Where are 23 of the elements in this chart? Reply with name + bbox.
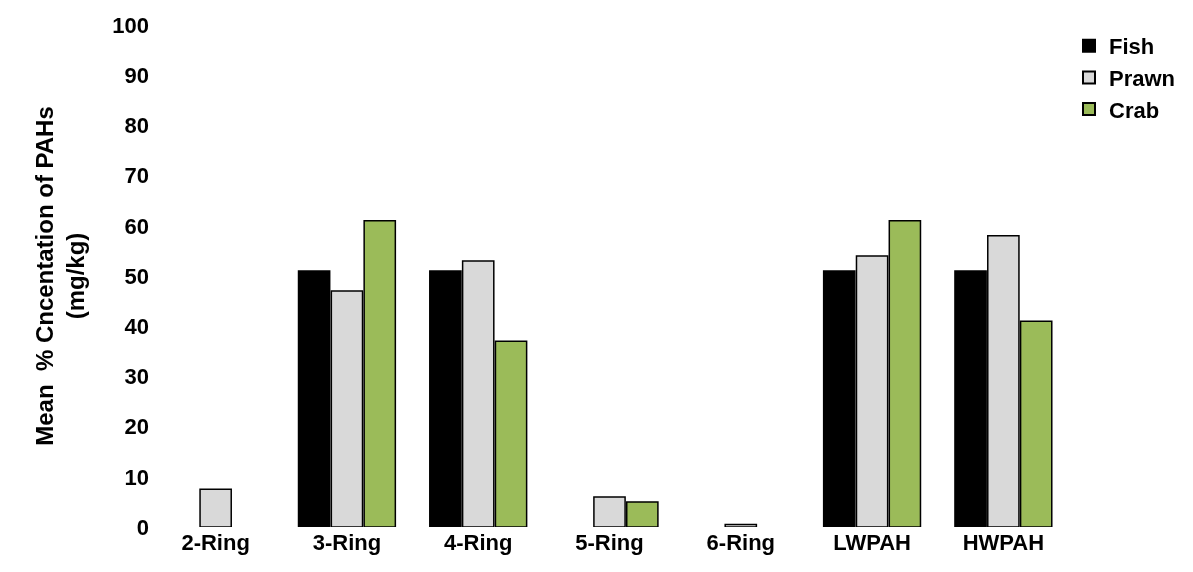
y-tick-label: 90 — [124, 62, 149, 88]
y-tick-label: 10 — [124, 464, 149, 490]
y-tick-label: 100 — [112, 12, 149, 38]
y-tick-label: 40 — [124, 313, 149, 339]
y-axis-title: Mean % Cncentation of PAHs (mg/kg) — [31, 106, 90, 446]
y-tick-label: 80 — [124, 113, 149, 139]
y-tick-label: 30 — [124, 364, 149, 390]
x-tick-label: 6-Ring — [706, 530, 776, 555]
x-tick-label: 3-Ring — [312, 530, 382, 555]
legend-label: Prawn — [1109, 65, 1176, 91]
x-tick-label: 2-Ring — [181, 530, 250, 555]
y-tick-label: 70 — [124, 163, 149, 189]
y-tick-label: 20 — [124, 414, 149, 440]
y-tick-label: 0 — [136, 514, 149, 540]
legend-label: Crab — [1109, 97, 1160, 123]
x-tick-label: HWPAH — [962, 530, 1045, 555]
x-tick-label: LWPAH — [833, 530, 911, 555]
x-tick-label: 4-Ring — [443, 530, 513, 555]
y-tick-label: 60 — [124, 213, 149, 239]
y-tick-label: 50 — [124, 263, 149, 289]
legend-label: Fish — [1109, 34, 1155, 60]
bar — [199, 488, 232, 527]
x-tick-label: 5-Ring — [575, 530, 644, 555]
